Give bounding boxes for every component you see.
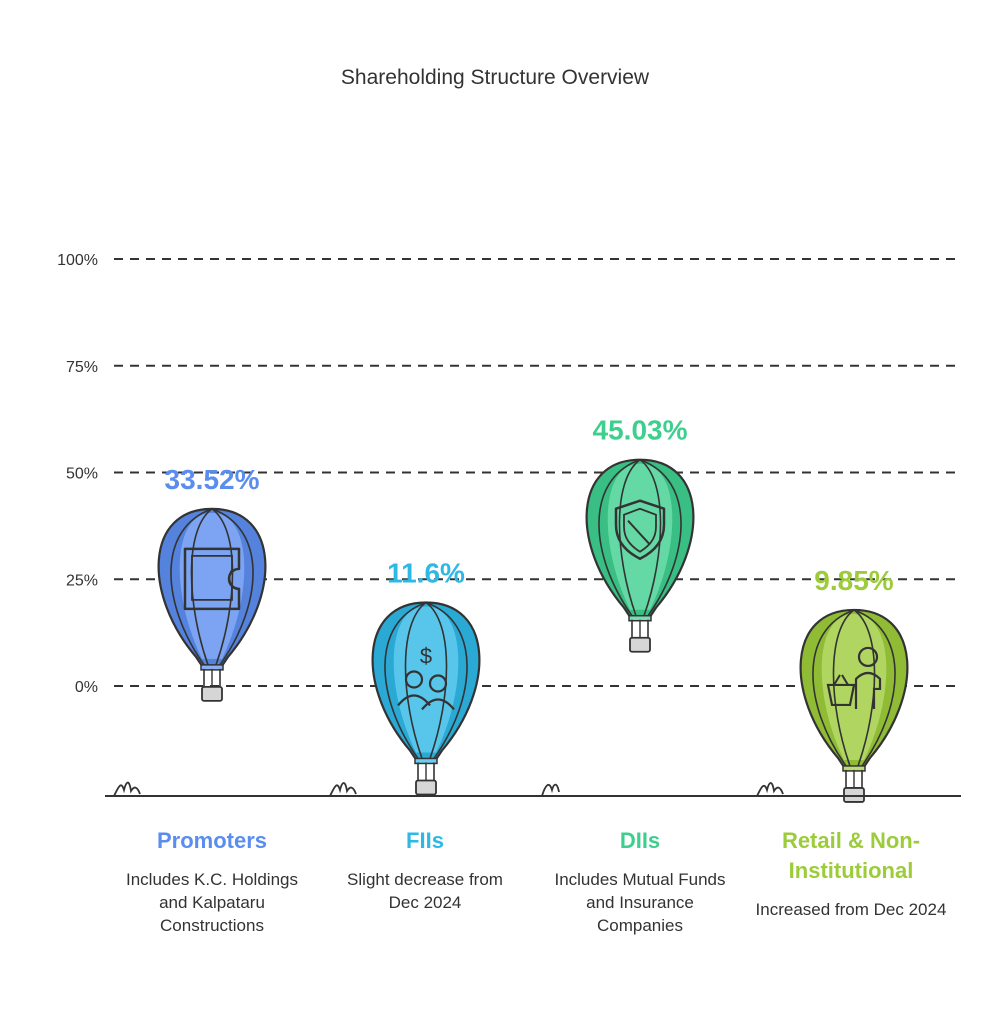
y-tick-label: 100% [57,252,98,269]
category-promoters: Promoters Includes K.C. Holdings and Kal… [122,826,302,937]
category-description: Increased from Dec 2024 [755,900,947,919]
svg-text:$: $ [420,643,432,668]
data-label: 45.03% [593,415,688,446]
category-description: Slight decrease from Dec 2024 [347,870,503,912]
balloon-promoters: 33.52% [157,464,267,702]
category-label: Retail & Non-Institutional [781,828,921,883]
balloon-basket [201,685,223,702]
category-label: FIIs [406,828,444,853]
category-diis: DIIs Includes Mutual Funds and Insurance… [550,826,730,937]
balloon-basket [415,779,437,796]
shopper-basket-icon [826,646,882,709]
chart-title: Shareholding Structure Overview [341,66,650,89]
y-tick-label: 75% [66,359,98,376]
balloon-fiis: $11.6% [371,557,481,796]
category-retail: Retail & Non-Institutional Increased fro… [755,826,947,921]
balloons: 33.52% $11.6% 45.03% 9.85% [157,415,909,803]
category-label: Promoters [156,828,268,853]
data-label: 33.52% [165,464,260,495]
shield-icon [614,499,666,560]
category-label: DIIs [619,828,661,853]
balloon-diis: 45.03% [585,415,695,653]
data-label: 9.85% [814,565,893,596]
y-tick-label: 0% [75,679,98,696]
balloon-retail-non-institutional: 9.85% [799,565,909,803]
investors-dollar-icon: $ [397,643,455,711]
puzzle-piece-icon [183,547,241,611]
category-fiis: FIIs Slight decrease from Dec 2024 [330,826,520,914]
category-description: Includes Mutual Funds and Insurance Comp… [554,870,726,935]
y-tick-label: 50% [66,466,98,483]
y-tick-label: 25% [66,572,98,589]
balloon-basket [843,787,865,803]
category-description: Includes K.C. Holdings and Kalpataru Con… [126,870,298,935]
balloon-basket [629,636,651,653]
ground-line [105,781,961,797]
data-label: 11.6% [387,557,465,588]
